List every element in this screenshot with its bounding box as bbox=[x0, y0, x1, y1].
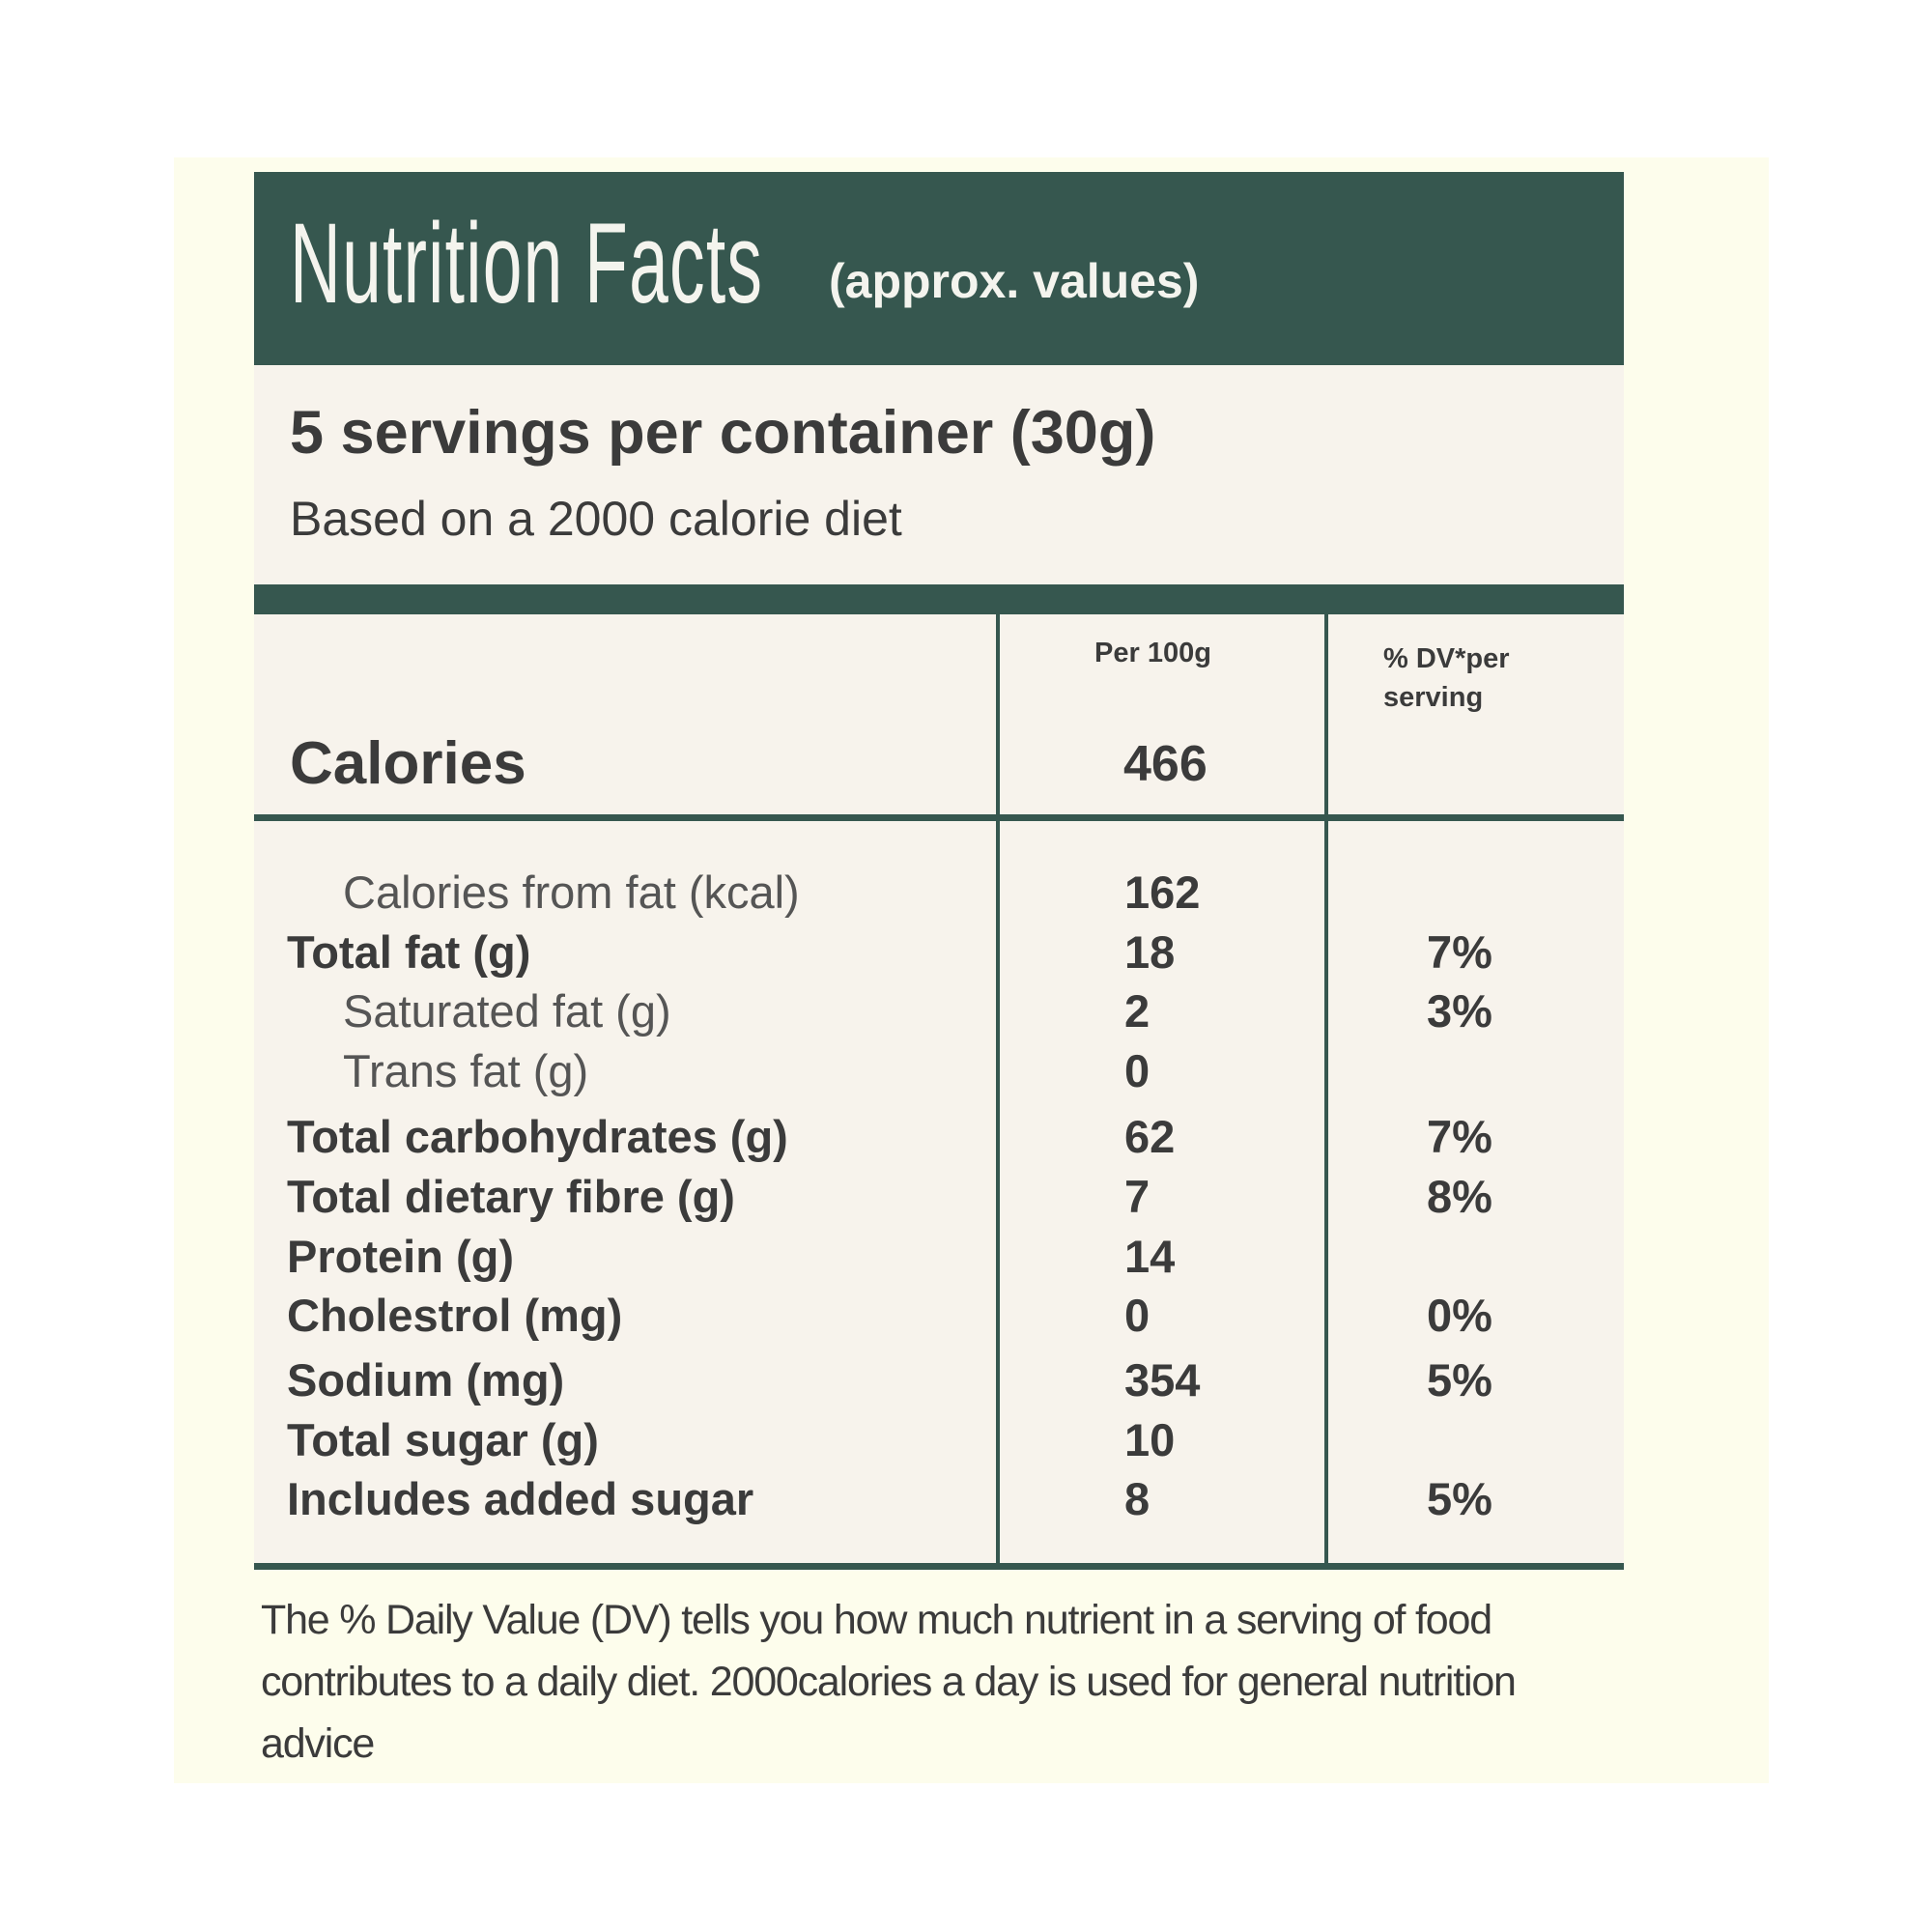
title: Nutrition Facts bbox=[290, 200, 764, 327]
nutrient-name: Cholestrol (mg) bbox=[287, 1290, 623, 1341]
rule bbox=[254, 1563, 1624, 1570]
nutrient-name: Total sugar (g) bbox=[287, 1414, 599, 1465]
footnote: The % Daily Value (DV) tells you how muc… bbox=[261, 1597, 1517, 1767]
nutrient-name: Total fat (g) bbox=[287, 926, 531, 978]
subtitle: (approx. values) bbox=[829, 254, 1200, 308]
per-100g: 0 bbox=[1124, 1045, 1151, 1096]
column-header: Per 100g bbox=[1094, 638, 1211, 668]
nutrient-name: Total dietary fibre (g) bbox=[287, 1171, 735, 1222]
basis: Based on a 2000 calorie diet bbox=[290, 492, 902, 546]
label-panel bbox=[254, 172, 1624, 1567]
nutrient-name: Total carbohydrates (g) bbox=[287, 1111, 788, 1162]
nutrient-name: Includes added sugar bbox=[287, 1473, 754, 1524]
column-divider bbox=[1324, 614, 1328, 1563]
nutrient-name: Saturated fat (g) bbox=[343, 985, 671, 1037]
per-100g: 7 bbox=[1124, 1171, 1151, 1222]
per-100g: 8 bbox=[1124, 1473, 1151, 1524]
nutrient-name: Sodium (mg) bbox=[287, 1354, 565, 1406]
per-100g: 2 bbox=[1124, 985, 1151, 1037]
per-100g: 62 bbox=[1124, 1111, 1176, 1162]
servings: 5 servings per container (30g) bbox=[290, 399, 1156, 467]
calories-value: 466 bbox=[1123, 736, 1208, 792]
per-100g: 162 bbox=[1124, 867, 1201, 918]
daily-value: 3% bbox=[1427, 985, 1492, 1037]
daily-value: 0% bbox=[1427, 1290, 1492, 1341]
daily-value: 5% bbox=[1427, 1473, 1492, 1524]
per-100g: 354 bbox=[1124, 1354, 1201, 1406]
nutrient-name: Calories from fat (kcal) bbox=[343, 867, 800, 918]
per-100g: 10 bbox=[1124, 1414, 1176, 1465]
nutrient-name: Protein (g) bbox=[287, 1231, 514, 1282]
daily-value: 8% bbox=[1427, 1171, 1492, 1222]
daily-value: 7% bbox=[1427, 1111, 1492, 1162]
calories-label: Calories bbox=[290, 730, 526, 797]
header-band bbox=[254, 172, 1624, 365]
daily-value: 7% bbox=[1427, 926, 1492, 978]
rule bbox=[254, 814, 1624, 821]
thick-rule bbox=[254, 584, 1624, 614]
per-100g: 14 bbox=[1124, 1231, 1176, 1282]
column-header: % DV*per serving bbox=[1383, 643, 1510, 713]
daily-value: 5% bbox=[1427, 1354, 1492, 1406]
nutrient-name: Trans fat (g) bbox=[343, 1045, 589, 1096]
per-100g: 0 bbox=[1124, 1290, 1151, 1341]
per-100g: 18 bbox=[1124, 926, 1176, 978]
column-divider bbox=[996, 614, 1000, 1563]
